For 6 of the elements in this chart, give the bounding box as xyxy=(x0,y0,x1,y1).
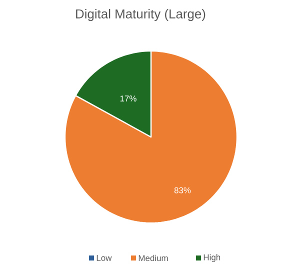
data-label: 17% xyxy=(120,96,136,102)
legend-label: High xyxy=(204,254,220,262)
legend-label: Low xyxy=(96,255,112,261)
legend-label: Medium xyxy=(138,254,168,262)
chart-title: Digital Maturity (Large) xyxy=(76,8,206,22)
data-label: 83% xyxy=(174,187,191,194)
